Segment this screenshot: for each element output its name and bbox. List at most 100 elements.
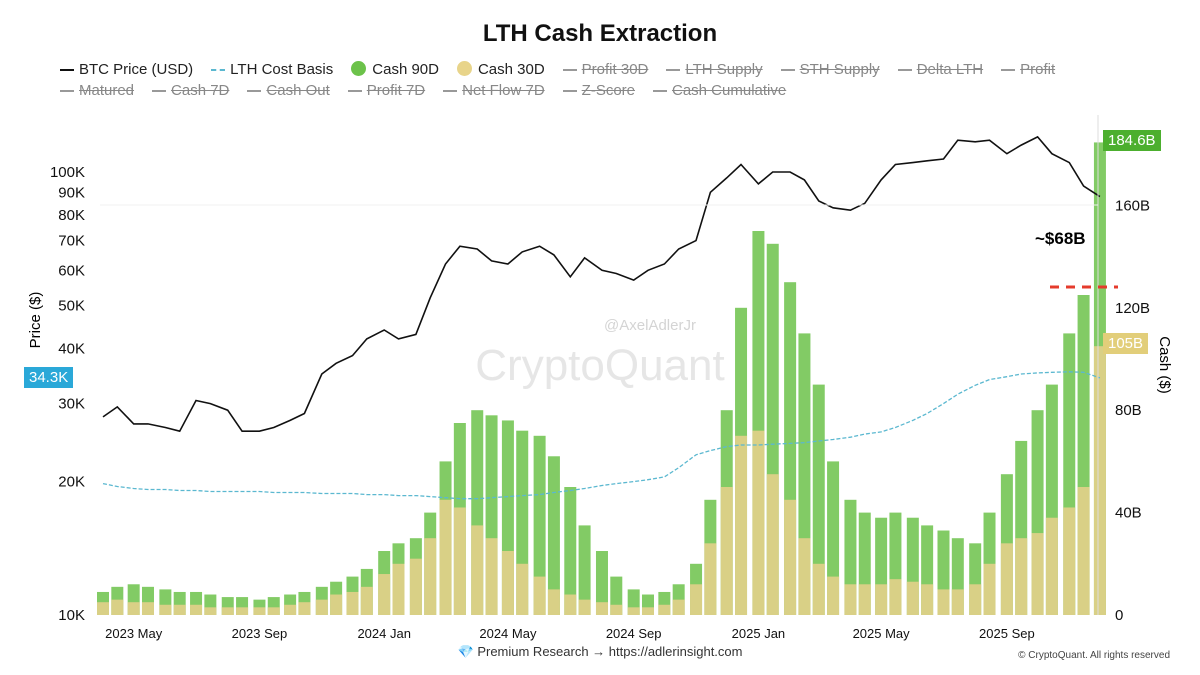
cash30-bar bbox=[658, 604, 671, 615]
cash30-bar bbox=[533, 576, 546, 615]
cash30-bar bbox=[875, 584, 888, 615]
cash30-bar bbox=[485, 538, 498, 615]
cash30-bar bbox=[190, 604, 203, 615]
legend-item[interactable]: Z-Score bbox=[562, 80, 635, 101]
cash30-bar bbox=[111, 599, 124, 615]
cash30-bar bbox=[889, 579, 902, 615]
legend-item[interactable]: LTH Cost Basis bbox=[211, 59, 333, 80]
btc-price-line bbox=[102, 135, 1101, 433]
legend-line-icon bbox=[780, 69, 795, 72]
y-left-tick-label: 80K bbox=[58, 207, 85, 224]
cash30-bar bbox=[471, 525, 484, 615]
cash90-bar bbox=[533, 435, 546, 615]
annotation-label: ~$68B bbox=[1035, 229, 1086, 248]
legend-label: Net Flow 7D bbox=[462, 82, 545, 99]
cash30-bar bbox=[951, 589, 964, 615]
legend-line-icon bbox=[211, 69, 226, 72]
legend-item[interactable]: Cash 7D bbox=[152, 80, 229, 101]
cash30-bar bbox=[204, 607, 217, 615]
legend-label: Cash 30D bbox=[477, 61, 545, 78]
cash30-bar bbox=[378, 574, 391, 615]
y-left-tick-label: 50K bbox=[58, 297, 85, 314]
y-left-tick-label: 30K bbox=[58, 396, 85, 413]
cost-basis-line bbox=[102, 371, 1101, 500]
legend-label: Z-Score bbox=[581, 82, 635, 99]
cash30-bar bbox=[1000, 543, 1013, 615]
legend-item[interactable]: Cash Out bbox=[247, 80, 330, 101]
legend-item[interactable]: Cash Cumulative bbox=[653, 80, 786, 101]
legend-label: Cash 90D bbox=[372, 61, 439, 78]
cash30-value-badge: 105B bbox=[1103, 333, 1149, 354]
legend-label: Cash 7D bbox=[171, 82, 230, 99]
legend-item[interactable]: Profit bbox=[1001, 59, 1055, 80]
legend-line-icon bbox=[60, 69, 74, 72]
cash30-bar bbox=[141, 602, 154, 615]
cash30-bar bbox=[1077, 487, 1090, 615]
cash90-value-badge: 184.6B bbox=[1103, 130, 1161, 151]
copyright: © CryptoQuant. All rights reserved bbox=[1018, 650, 1170, 661]
cash30-bar bbox=[704, 543, 717, 615]
cash30-bar bbox=[173, 604, 186, 615]
footer-link[interactable]: https://adlerinsight.com bbox=[608, 644, 743, 659]
cost-basis-value-badge: 34.3K bbox=[24, 367, 74, 388]
legend-item[interactable]: Profit 30D bbox=[562, 59, 649, 80]
cash30-bar bbox=[798, 538, 811, 615]
legend-line-icon bbox=[562, 90, 577, 93]
legend-item[interactable]: Matured bbox=[60, 80, 134, 101]
legend-item[interactable]: Cash 30D bbox=[456, 59, 545, 80]
cash30-bar bbox=[766, 474, 779, 615]
x-tick-label: 2023 Sep bbox=[232, 626, 288, 641]
y-left-tick-label: 10K bbox=[58, 607, 85, 624]
cash30-bar bbox=[424, 538, 437, 615]
cash30-bar bbox=[547, 589, 560, 615]
legend-label: LTH Cost Basis bbox=[230, 61, 334, 78]
y-right-tick-label: 0 bbox=[1115, 607, 1123, 624]
x-tick-label: 2025 Jan bbox=[732, 626, 786, 641]
watermark-handle: @AxelAdlerJr bbox=[604, 317, 696, 334]
cash30-bar bbox=[159, 604, 172, 615]
legend: BTC Price (USD) LTH Cost Basis Cash 90D Cas… bbox=[60, 59, 1160, 101]
legend-label: Profit 30D bbox=[581, 61, 649, 78]
cash90-bar bbox=[812, 384, 825, 615]
legend-item[interactable]: LTH Supply bbox=[666, 59, 763, 80]
legend-dot-icon bbox=[351, 61, 367, 76]
cash30-bar bbox=[501, 551, 514, 615]
legend-label: Delta LTH bbox=[916, 61, 984, 78]
cash30-bar bbox=[690, 584, 703, 615]
y-left-tick-label: 70K bbox=[58, 233, 85, 250]
cash90-bar bbox=[595, 551, 608, 615]
legend-line-icon bbox=[653, 90, 667, 93]
cash30-bar bbox=[672, 599, 685, 615]
legend-item[interactable]: Profit 7D bbox=[347, 80, 425, 101]
legend-item[interactable]: STH Supply bbox=[780, 59, 880, 80]
cash90-bar bbox=[578, 525, 591, 615]
cash30-bar bbox=[937, 589, 950, 615]
cash30-bar bbox=[346, 591, 359, 615]
cash90-bar bbox=[547, 456, 560, 615]
y-left-tick-label: 100K bbox=[50, 164, 85, 181]
cash30-bar bbox=[284, 604, 297, 615]
cash30-bar bbox=[267, 607, 280, 615]
cash30-bar bbox=[784, 499, 797, 615]
legend-item[interactable]: Cash 90D bbox=[351, 59, 439, 80]
watermark-brand: CryptoQuant bbox=[475, 341, 724, 390]
legend-item[interactable]: Delta LTH bbox=[897, 59, 984, 80]
legend-label: Cash Cumulative bbox=[672, 82, 787, 99]
cash30-bar bbox=[1031, 533, 1044, 615]
cash30-bar bbox=[844, 584, 857, 615]
legend-item[interactable]: Net Flow 7D bbox=[443, 80, 545, 101]
cash30-bar bbox=[97, 602, 109, 615]
legend-line-icon bbox=[897, 69, 912, 72]
y-axis-left-label: Price ($) bbox=[27, 292, 44, 349]
legend-label: Profit bbox=[1020, 61, 1056, 78]
x-tick-label: 2025 May bbox=[853, 626, 911, 641]
cash30-bar bbox=[906, 581, 919, 615]
legend-line-icon bbox=[347, 90, 362, 93]
legend-item[interactable]: BTC Price (USD) bbox=[60, 59, 193, 80]
footer: 💎 Premium Research → https://adlerinsigh… bbox=[0, 644, 1200, 660]
legend-line-icon bbox=[562, 69, 577, 72]
cash30-bar bbox=[983, 563, 996, 615]
cash30-bar bbox=[392, 563, 405, 615]
cash30-bar bbox=[516, 563, 529, 615]
